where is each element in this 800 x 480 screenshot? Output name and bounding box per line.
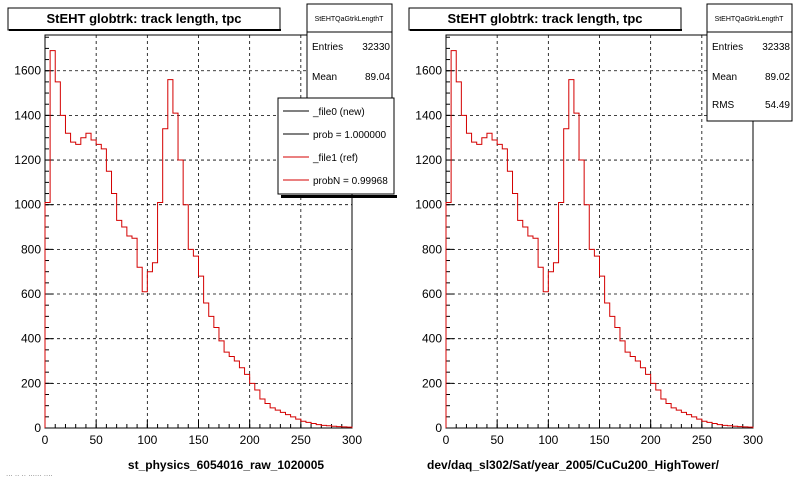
x-axis-label: dev/daq_sl302/Sat/year_2005/CuCu200_High… [427, 458, 720, 472]
stats-name: StEHTQaGtrkLengthT [715, 16, 785, 23]
panel-left: 0 50 100 150 200 250 300 0 200 400 600 800 1000 1200 1… [6, 3, 397, 478]
y-tick-label: 1600 [415, 64, 442, 78]
x-tick-label: 100 [538, 433, 558, 447]
x-tick-label: 0 [42, 433, 49, 447]
y-tick-label: 0 [435, 421, 442, 435]
panel-right: 0 50 100 150 200 250 300 0 200 400 600 800 1000 1200 1… [408, 3, 793, 472]
footer-text: ... .. .. ...... .... [6, 469, 53, 478]
y-tick-label: 1200 [415, 153, 442, 167]
x-tick-label: 300 [743, 433, 763, 447]
y-tick-label: 800 [21, 242, 41, 256]
y-tick-label: 600 [21, 287, 41, 301]
legend-box [277, 97, 395, 195]
legend-entry: _file1 (ref) [312, 153, 358, 164]
x-tick-label: 150 [589, 433, 609, 447]
plot-frame [44, 34, 353, 429]
stats-label-mean: Mean [712, 72, 737, 83]
stats-name: StEHTQaGtrkLengthT [315, 16, 385, 23]
x-tick-label: 100 [137, 433, 157, 447]
stats-value-mean: 89.04 [365, 72, 390, 83]
series-group [44, 50, 353, 428]
y-tick-label: 1200 [14, 153, 41, 167]
x-tick-label: 250 [692, 433, 712, 447]
y-tick-label: 200 [21, 376, 41, 390]
title-shadow [410, 29, 682, 31]
x-tick-label: 50 [490, 433, 504, 447]
series-group [445, 50, 754, 428]
legend-entry: prob = 1.000000 [313, 130, 387, 141]
stats-value-entries: 32330 [362, 42, 390, 53]
y-tick-label: 200 [422, 376, 442, 390]
stats-label-entries: Entries [312, 42, 343, 53]
histogram-series [445, 50, 754, 428]
stats-box [706, 3, 793, 122]
stats-label-entries: Entries [712, 42, 743, 53]
x-tick-label: 250 [291, 433, 311, 447]
legend-entry: _file0 (new) [312, 107, 365, 118]
x-tick-label: 300 [342, 433, 362, 447]
stats-value-rms: 54.49 [765, 100, 790, 111]
panel-title: StEHT globtrk: track length, tpc [447, 11, 642, 26]
y-tick-label: 1600 [14, 64, 41, 78]
y-tick-label: 0 [34, 421, 41, 435]
stats-value-entries: 32338 [762, 42, 790, 53]
histogram-series [44, 50, 353, 428]
axes-ticks: 0 50 100 150 200 250 300 0 200 400 600 800 1000 1200 1… [415, 36, 763, 447]
y-tick-label: 1400 [14, 108, 41, 122]
stats-value-mean: 89.02 [765, 72, 790, 83]
y-tick-label: 400 [21, 332, 41, 346]
stats-label-rms: RMS [712, 100, 735, 111]
x-tick-label: 200 [240, 433, 260, 447]
x-tick-label: 50 [89, 433, 103, 447]
grid [45, 35, 352, 428]
stats-label-mean: Mean [312, 72, 337, 83]
x-tick-label: 200 [641, 433, 661, 447]
panel-title: StEHT globtrk: track length, tpc [46, 11, 241, 26]
title-shadow [9, 29, 281, 31]
y-tick-label: 1000 [415, 198, 442, 212]
y-tick-label: 1400 [415, 108, 442, 122]
legend-shadow [281, 195, 397, 198]
x-tick-label: 0 [443, 433, 450, 447]
axes-ticks: 0 50 100 150 200 250 300 0 200 400 600 800 1000 1200 1… [14, 36, 362, 447]
y-tick-label: 400 [422, 332, 442, 346]
x-tick-label: 150 [188, 433, 208, 447]
y-tick-label: 1000 [14, 198, 41, 212]
y-tick-label: 800 [422, 242, 442, 256]
x-axis-label: st_physics_6054016_raw_1020005 [128, 458, 324, 472]
legend-entry: probN = 0.99968 [313, 176, 388, 187]
y-tick-label: 600 [422, 287, 442, 301]
